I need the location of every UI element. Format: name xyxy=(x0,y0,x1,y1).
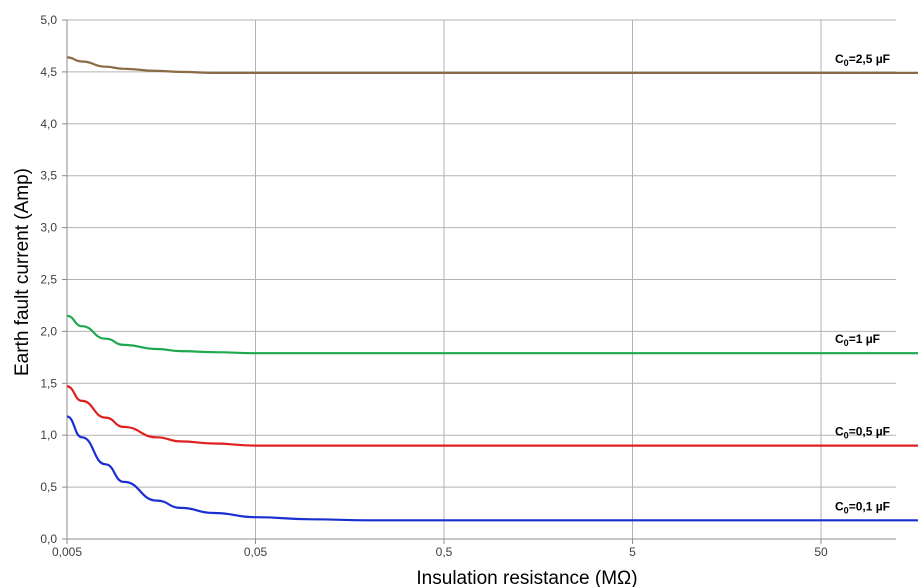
gridlines xyxy=(67,19,896,540)
y-tick-labels: 0,0 0,5 1,0 1,5 2,0 2,5 3,0 3,5 4,0 4,5 5,0 xyxy=(40,13,57,546)
x-tick-label: 0,5 xyxy=(436,545,453,559)
x-tick-label: 50 xyxy=(814,545,828,559)
series-label-1: C0=1 µF xyxy=(835,332,880,348)
series-line-1 xyxy=(66,314,918,355)
x-tick-label: 0,05 xyxy=(244,545,268,559)
y-tick-label: 1,5 xyxy=(40,376,57,390)
y-tick-label: 2,5 xyxy=(40,273,57,287)
series-label-0: C0=2,5 µF xyxy=(835,52,890,68)
series-label-2: C0=0,5 µF xyxy=(835,425,890,441)
y-tick-label: 0,5 xyxy=(40,480,57,494)
series-labels: C0=2,5 µF C0=1 µF C0=0,5 µF C0=0,1 µF xyxy=(835,52,890,515)
series-line-2 xyxy=(66,385,918,447)
y-tick-label: 2,0 xyxy=(40,324,57,338)
y-tick-label: 4,0 xyxy=(40,117,57,131)
series-line-0 xyxy=(66,56,918,75)
y-tick-label: 1,0 xyxy=(40,428,57,442)
x-tick-label: 0,005 xyxy=(52,545,82,559)
plot-frame xyxy=(62,19,896,544)
series-label-3: C0=0,1 µF xyxy=(835,499,890,515)
y-tick-label: 4,5 xyxy=(40,65,57,79)
x-tick-label: 5 xyxy=(629,545,636,559)
series-line-3 xyxy=(66,415,918,522)
y-tick-label: 3,5 xyxy=(40,169,57,183)
y-axis-title: Earth fault current (Amp) xyxy=(12,168,33,376)
x-tick-labels: 0,005 0,05 0,5 5 50 xyxy=(52,545,828,559)
y-tick-label: 0,0 xyxy=(40,532,57,546)
y-tick-label: 5,0 xyxy=(40,13,57,27)
series-lines xyxy=(66,56,918,522)
y-tick-label: 3,0 xyxy=(40,221,57,235)
x-axis-title: Insulation resistance (MΩ) xyxy=(416,568,637,587)
